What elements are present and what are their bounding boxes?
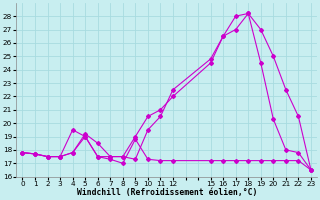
X-axis label: Windchill (Refroidissement éolien,°C): Windchill (Refroidissement éolien,°C) bbox=[76, 188, 257, 197]
